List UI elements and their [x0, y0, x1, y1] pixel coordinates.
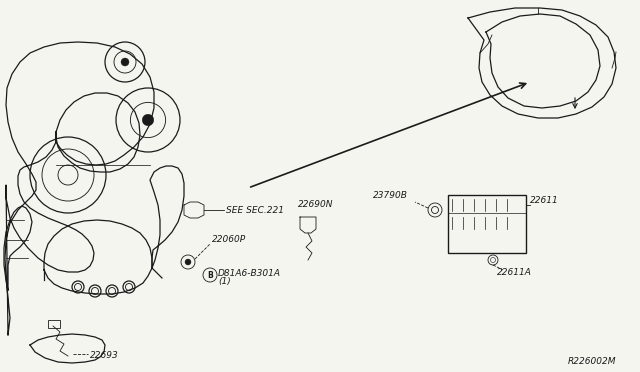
Circle shape [142, 114, 154, 126]
Circle shape [185, 259, 191, 265]
Text: R226002M: R226002M [568, 357, 616, 366]
Text: (1): (1) [218, 277, 231, 286]
Circle shape [121, 58, 129, 66]
Text: B: B [207, 271, 212, 280]
Text: 22060P: 22060P [212, 235, 246, 244]
Text: 22693: 22693 [90, 351, 119, 360]
Text: 22690N: 22690N [298, 200, 333, 209]
Text: D81A6-B301A: D81A6-B301A [218, 269, 281, 278]
Text: 23790B: 23790B [373, 191, 408, 200]
Text: 22611A: 22611A [497, 268, 532, 277]
Text: SEE SEC.221: SEE SEC.221 [226, 206, 284, 215]
Text: 22611: 22611 [530, 196, 559, 205]
